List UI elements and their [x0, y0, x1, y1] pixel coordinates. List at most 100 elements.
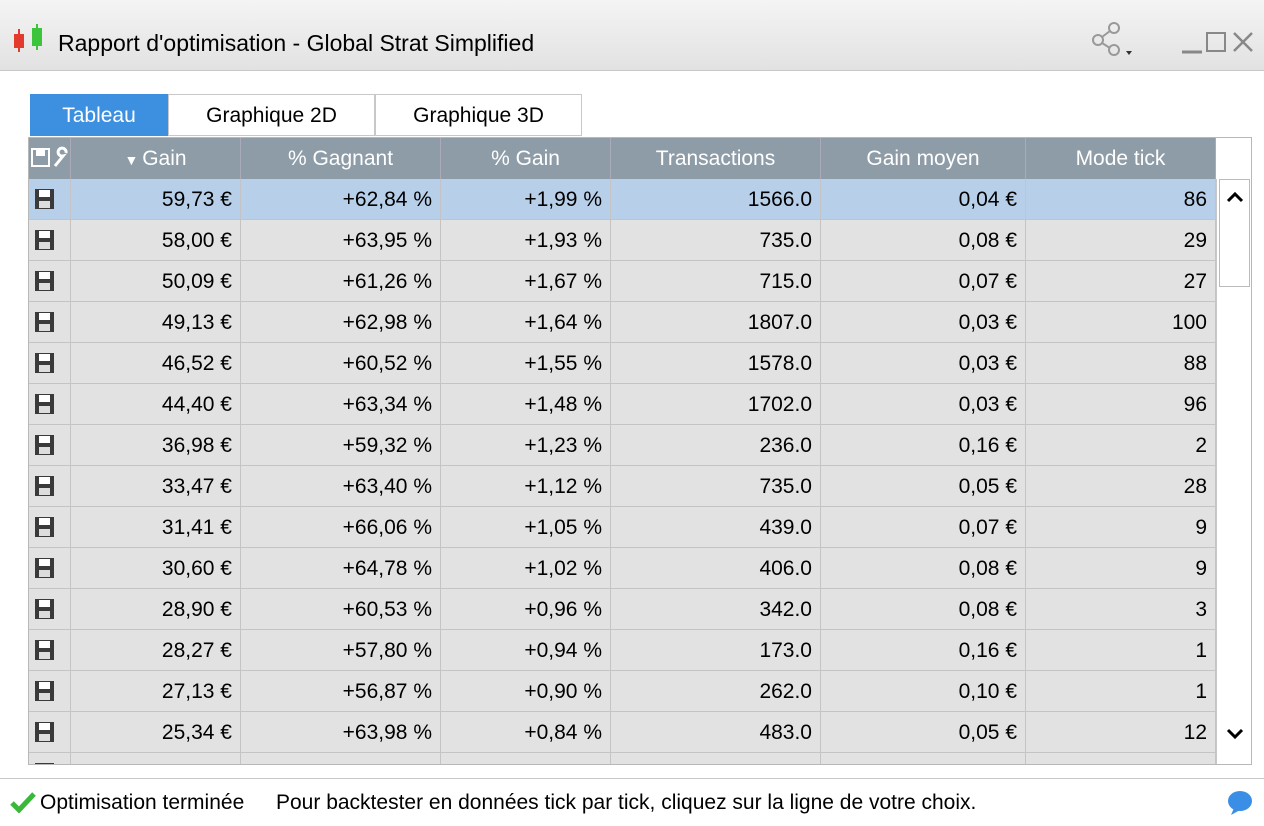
table-cell: 31,41 € — [71, 507, 241, 548]
table-cell: 59,73 € — [71, 179, 241, 220]
save-icon-cell — [29, 220, 71, 261]
table-cell: +1,93 % — [441, 220, 611, 261]
table-row[interactable]: 49,13 € +62,98 % +1,64 % 1807.0 0,03 €100 — [29, 302, 1216, 343]
table-cell: 0,07 € — [821, 261, 1026, 302]
table-cell: +62,98 % — [241, 302, 441, 343]
table-cell: 129.0 — [611, 753, 821, 764]
table-cell: +0,82 % — [441, 753, 611, 764]
table-cell: 30,60 € — [71, 548, 241, 589]
save-icon-cell — [29, 261, 71, 302]
save-icon-cell — [29, 343, 71, 384]
save-icon-cell — [29, 302, 71, 343]
table-cell: 3 — [1026, 589, 1216, 630]
table-cell: 25,34 € — [71, 712, 241, 753]
header-icons — [29, 138, 71, 179]
table-cell: 58,00 € — [71, 220, 241, 261]
table-cell: +1,99 % — [441, 179, 611, 220]
table-cell: 12 — [1026, 712, 1216, 753]
save-icon-cell — [29, 425, 71, 466]
table-cell: 100 — [1026, 302, 1216, 343]
table-cell: 0,10 € — [821, 671, 1026, 712]
column-header[interactable]: Mode tick — [1026, 138, 1216, 179]
table-cell: 88 — [1026, 343, 1216, 384]
table-cell: +1,05 % — [441, 507, 611, 548]
table-row[interactable]: 28,27 € +57,80 % +0,94 % 173.0 0,16 €1 — [29, 630, 1216, 671]
table-cell: +1,02 % — [441, 548, 611, 589]
table-cell: 49,13 € — [71, 302, 241, 343]
table-row[interactable]: 36,98 € +59,32 % +1,23 % 236.0 0,16 €2 — [29, 425, 1216, 466]
table-row[interactable]: 44,40 € +63,34 % +1,48 % 1702.0 0,03 €96 — [29, 384, 1216, 425]
table-cell: 46,52 € — [71, 343, 241, 384]
table-cell: +1,12 % — [441, 466, 611, 507]
save-icon-cell — [29, 384, 71, 425]
table-row[interactable]: 25,34 € +63,98 % +0,84 % 483.0 0,05 €12 — [29, 712, 1216, 753]
table-cell: 1578.0 — [611, 343, 821, 384]
tab[interactable]: Tableau — [30, 94, 168, 136]
table-cell: 173.0 — [611, 630, 821, 671]
table-row[interactable]: 59,73 € +62,84 % +1,99 % 1566.0 0,04 €86 — [29, 179, 1216, 220]
table-row[interactable]: 24,67 €+48,84 %+0,82 %129.00,19 €0 — [29, 753, 1216, 764]
save-icon-cell — [29, 548, 71, 589]
table-row[interactable]: 50,09 € +61,26 % +1,67 % 715.0 0,07 €27 — [29, 261, 1216, 302]
table-cell: 0,05 € — [821, 712, 1026, 753]
table-row[interactable]: 27,13 € +56,87 % +0,90 % 262.0 0,10 €1 — [29, 671, 1216, 712]
table-cell: 715.0 — [611, 261, 821, 302]
table-cell: 0,08 € — [821, 548, 1026, 589]
title-bar: Rapport d'optimisation - Global Strat Si… — [0, 0, 1264, 71]
help-icon[interactable] — [1226, 789, 1256, 817]
column-header[interactable]: % Gagnant — [241, 138, 441, 179]
save-icon-cell — [29, 630, 71, 671]
table-cell: +1,55 % — [441, 343, 611, 384]
table-row[interactable]: 31,41 € +66,06 % +1,05 % 439.0 0,07 €9 — [29, 507, 1216, 548]
table-cell: +0,90 % — [441, 671, 611, 712]
scrollbar[interactable] — [1216, 179, 1251, 764]
table-row[interactable]: 28,90 € +60,53 % +0,96 % 342.0 0,08 €3 — [29, 589, 1216, 630]
table-cell: 28,90 € — [71, 589, 241, 630]
table-cell: 44,40 € — [71, 384, 241, 425]
tab[interactable]: Graphique 3D — [375, 94, 582, 136]
table-cell: 86 — [1026, 179, 1216, 220]
table-cell: 1566.0 — [611, 179, 821, 220]
table-cell: 9 — [1026, 507, 1216, 548]
table-cell: 0,07 € — [821, 507, 1026, 548]
save-icon-cell — [29, 466, 71, 507]
column-header[interactable]: Gain moyen — [821, 138, 1026, 179]
table-cell: 0,16 € — [821, 630, 1026, 671]
table-cell: 406.0 — [611, 548, 821, 589]
table-cell: +1,64 % — [441, 302, 611, 343]
column-header[interactable]: % Gain — [441, 138, 611, 179]
table-cell: 1 — [1026, 630, 1216, 671]
table-cell: 28 — [1026, 466, 1216, 507]
table-row[interactable]: 58,00 € +63,95 % +1,93 % 735.0 0,08 €29 — [29, 220, 1216, 261]
table-row[interactable]: 33,47 € +63,40 % +1,12 % 735.0 0,05 €28 — [29, 466, 1216, 507]
table-cell: 24,67 € — [71, 753, 241, 764]
table-cell: 9 — [1026, 548, 1216, 589]
column-header[interactable]: ▼ Gain — [71, 138, 241, 179]
table-cell: +60,52 % — [241, 343, 441, 384]
table-cell: 483.0 — [611, 712, 821, 753]
table-cell: 0,03 € — [821, 302, 1026, 343]
table-cell: 27 — [1026, 261, 1216, 302]
table-row[interactable]: 30,60 € +64,78 % +1,02 % 406.0 0,08 €9 — [29, 548, 1216, 589]
column-header-label: Gain moyen — [866, 147, 980, 170]
table-cell: 236.0 — [611, 425, 821, 466]
status-state: Optimisation terminée — [40, 791, 245, 814]
table-cell: 50,09 € — [71, 261, 241, 302]
table-cell: +1,67 % — [441, 261, 611, 302]
window-controls[interactable] — [1090, 22, 1264, 58]
table-row[interactable]: 46,52 € +60,52 % +1,55 % 1578.0 0,03 €88 — [29, 343, 1216, 384]
table-cell: 0 — [1026, 753, 1216, 764]
column-header-label: Gain — [142, 147, 187, 170]
column-header-label: Mode tick — [1075, 147, 1166, 170]
table-cell: +48,84 % — [241, 753, 441, 764]
table-cell: +63,40 % — [241, 466, 441, 507]
table-cell: +1,23 % — [441, 425, 611, 466]
column-header[interactable]: Transactions — [611, 138, 821, 179]
tab[interactable]: Graphique 2D — [168, 94, 375, 136]
table-cell: 735.0 — [611, 220, 821, 261]
table-cell: +63,95 % — [241, 220, 441, 261]
status-hint: Pour backtester en données tick par tick… — [276, 791, 977, 814]
save-icon-cell — [29, 179, 71, 220]
